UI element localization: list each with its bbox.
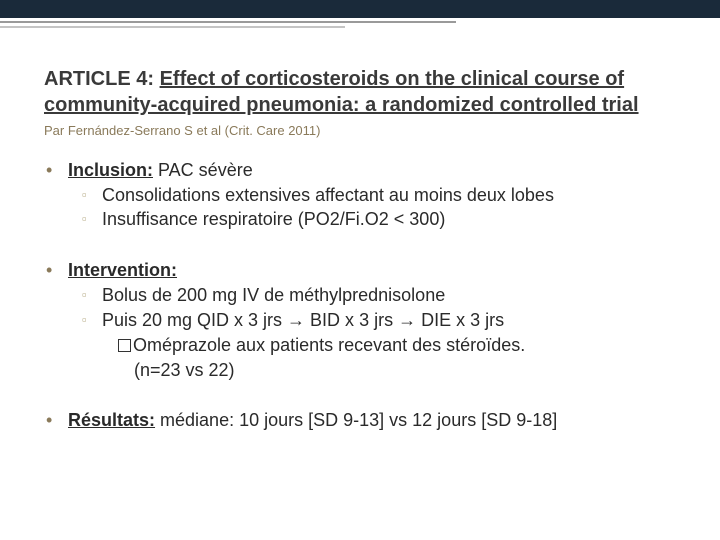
inclusion-item-text: Insuffisance respiratoire (PO2/Fi.O2 < 3… (102, 207, 676, 232)
intervention-item: ▫ Puis 20 mg QID x 3 jrs → BID x 3 jrs →… (44, 308, 676, 333)
intervention-extra: Oméprazole aux patients recevant des sté… (44, 333, 676, 358)
resultats-heading: • Résultats: médiane: 10 jours [SD 9-13]… (44, 408, 676, 433)
inclusion-rest: PAC sévère (153, 160, 253, 180)
intervention-n-text: (n=23 vs 22) (118, 360, 235, 380)
bullet-icon: • (44, 408, 68, 433)
intervention-heading: • Intervention: (44, 258, 676, 283)
sub-bullet-icon: ▫ (82, 283, 102, 308)
resultats-rest: médiane: 10 jours [SD 9-13] vs 12 jours … (155, 410, 557, 430)
resultats-label: Résultats: (68, 410, 155, 430)
header-dark-band (0, 0, 720, 18)
intervention-item-text: Bolus de 200 mg IV de méthylprednisolone (102, 283, 676, 308)
sub-bullet-icon: ▫ (82, 308, 102, 333)
slide-header-decoration (0, 0, 720, 28)
slide-body: • Inclusion: PAC sévère ▫ Consolidations… (44, 158, 676, 433)
slide-title: ARTICLE 4: Effect of corticosteroids on … (44, 66, 676, 119)
bullet-icon: • (44, 158, 68, 183)
resultats-heading-text: Résultats: médiane: 10 jours [SD 9-13] v… (68, 408, 676, 433)
section-intervention: • Intervention: ▫ Bolus de 200 mg IV de … (44, 258, 676, 382)
intervention-item-text: Puis 20 mg QID x 3 jrs → BID x 3 jrs → D… (102, 308, 676, 333)
inclusion-item: ▫ Consolidations extensives affectant au… (44, 183, 676, 208)
inclusion-label: Inclusion: (68, 160, 153, 180)
intervention-label: Intervention: (68, 260, 177, 280)
intervention-item: ▫ Bolus de 200 mg IV de méthylprednisolo… (44, 283, 676, 308)
inclusion-heading: • Inclusion: PAC sévère (44, 158, 676, 183)
header-underline-2 (0, 26, 345, 28)
intervention-n: (n=23 vs 22) (44, 358, 676, 383)
inclusion-heading-text: Inclusion: PAC sévère (68, 158, 676, 183)
intervention-extra-text: Oméprazole aux patients recevant des sté… (133, 335, 525, 355)
bullet-icon: • (44, 258, 68, 283)
title-prefix: ARTICLE 4: (44, 68, 160, 90)
header-underline-1 (0, 21, 456, 23)
slide-content: ARTICLE 4: Effect of corticosteroids on … (0, 28, 720, 433)
missing-glyph-icon (118, 339, 131, 352)
author-line: Par Fernández-Serrano S et al (Crit. Car… (44, 123, 676, 138)
sub-bullet-icon: ▫ (82, 207, 102, 232)
section-inclusion: • Inclusion: PAC sévère ▫ Consolidations… (44, 158, 676, 232)
inclusion-item-text: Consolidations extensives affectant au m… (102, 183, 676, 208)
sub-bullet-icon: ▫ (82, 183, 102, 208)
intervention-heading-text: Intervention: (68, 258, 676, 283)
inclusion-item: ▫ Insuffisance respiratoire (PO2/Fi.O2 <… (44, 207, 676, 232)
section-resultats: • Résultats: médiane: 10 jours [SD 9-13]… (44, 408, 676, 433)
